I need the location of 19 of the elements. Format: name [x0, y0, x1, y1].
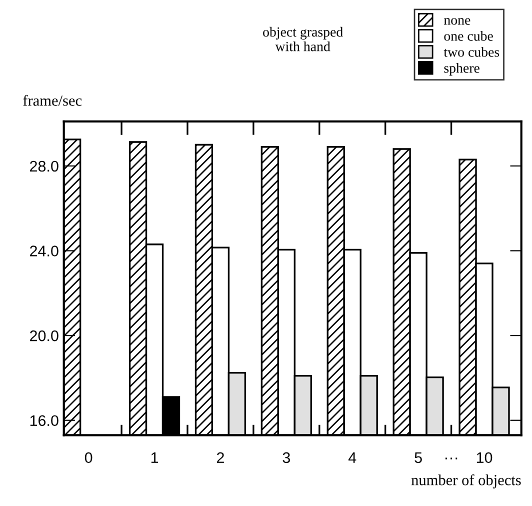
legend-label: none — [444, 18, 470, 25]
y-tick-label: 28.0 — [30, 160, 58, 172]
legend-label: two cubes — [444, 47, 500, 57]
y-tick-label: 24.0 — [30, 246, 58, 256]
x-tick-label: 1 — [151, 452, 158, 463]
y-tick-label: 16.0 — [30, 415, 58, 426]
x-axis-title: number of objects — [411, 474, 521, 488]
x-tick-label: 4 — [348, 452, 356, 463]
x-tick-label: 2 — [216, 452, 224, 463]
legend-label: sphere — [444, 63, 480, 76]
legend-title: object grasped with hand — [263, 26, 343, 52]
text: ··· — [445, 458, 458, 460]
x-tick-label: 3 — [282, 452, 290, 464]
legend-label: one cube — [444, 30, 493, 41]
y-tick-label: 20.0 — [30, 330, 58, 342]
x-tick-label: 5 — [414, 452, 422, 464]
x-tick-label: 10 — [476, 452, 492, 464]
x-tick-label: 0 — [84, 452, 92, 464]
y-axis-title: frame/sec — [23, 94, 82, 106]
